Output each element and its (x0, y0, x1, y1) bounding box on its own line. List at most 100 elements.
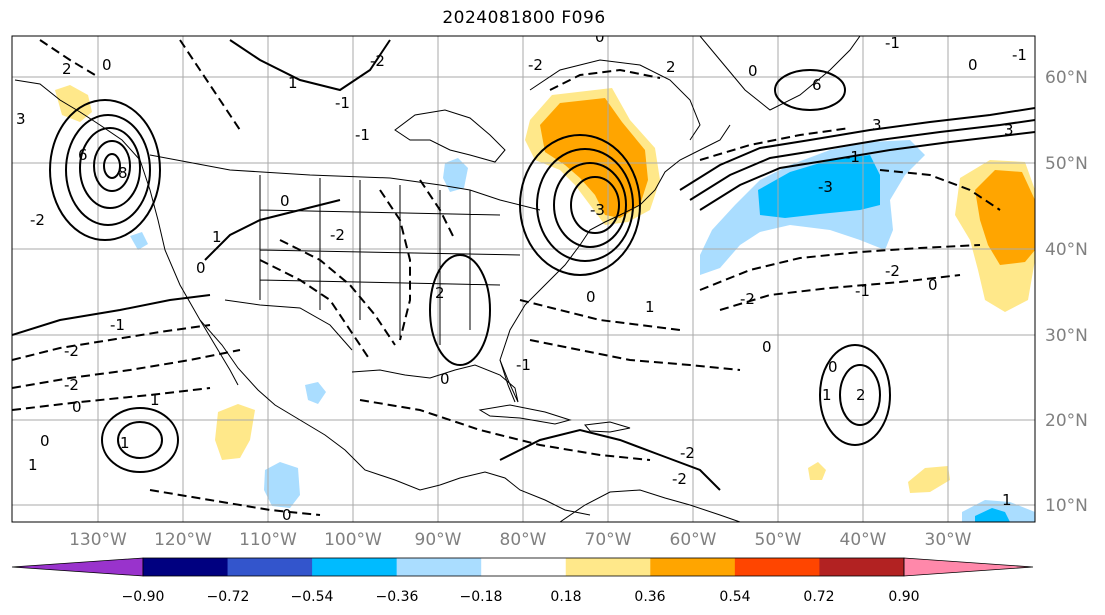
south-contour-1 (499, 428, 721, 491)
coastlines (14, 36, 861, 522)
contour-label: -1 (110, 316, 125, 334)
contour-label: -3 (590, 201, 605, 219)
contour-label: 0 (72, 398, 82, 416)
contour-label: 1 (822, 386, 832, 404)
contour-label: -1 (516, 356, 531, 374)
dash-contour-7 (419, 179, 456, 241)
lon-label: 90°W (415, 530, 462, 550)
colorbar-tick-label: −0.54 (291, 589, 334, 605)
contour-label: 1 (212, 228, 222, 246)
contour-label: 0 (748, 62, 758, 80)
contour-label: -2 (64, 342, 79, 360)
contour-label: 0 (586, 288, 596, 306)
map-frame (11, 35, 1036, 523)
contour-labels: 2 0 1 -2 -1 0 -2 2 0 -1 0 -1 3 6 8 -3 -2… (16, 36, 1027, 522)
shaded-anomalies (55, 85, 1035, 522)
cool-core-mid-atlantic (758, 155, 880, 218)
colorbar-tick-label: 0.18 (550, 589, 581, 605)
contour-label: 0 (196, 259, 206, 277)
dash-contour-10 (699, 244, 981, 291)
contour-label: -2 (30, 211, 45, 229)
dash-contour-9 (529, 339, 741, 371)
cool-anomaly-gulf (305, 382, 326, 404)
contour-label: -3 (818, 178, 833, 196)
lat-label: 10°N (1045, 496, 1088, 516)
jet-contour-3 (699, 131, 1035, 211)
longitude-axis: 130°W 120°W 110°W 100°W 90°W 80°W 70°W 6… (69, 530, 972, 550)
cool-anomaly-great-lakes (443, 158, 468, 192)
contour-label: -1 (1012, 46, 1027, 64)
contour-label: -2 (370, 52, 385, 70)
colorbar-tick-label: 0.36 (634, 589, 665, 605)
cool-core-southeast (975, 508, 1010, 522)
us-mexico-border (224, 299, 353, 351)
high-contour-5 (103, 153, 121, 179)
contour-label: -2 (528, 56, 543, 74)
lon-label: 100°W (324, 530, 382, 550)
lon-label: 70°W (585, 530, 632, 550)
dash-contour-5 (279, 239, 396, 346)
contours-dashed (12, 39, 1001, 516)
contour-label: 2 (666, 58, 676, 76)
low-contour-2 (536, 148, 634, 262)
atlantic-contour-inner (839, 364, 881, 426)
us-canada-border (149, 154, 541, 211)
lon-label: 130°W (69, 530, 127, 550)
warm-anomaly-atlantic-se (908, 466, 950, 493)
high-contour-4 (93, 140, 131, 192)
dash-contour-2 (12, 349, 241, 389)
contour-label: -2 (672, 470, 687, 488)
greenland-south (699, 36, 861, 111)
colorbar-segment (565, 558, 651, 576)
lat-label: 50°N (1045, 154, 1088, 174)
contour-label: -2 (330, 226, 345, 244)
south-contour-2 (12, 294, 211, 336)
baja-california (199, 319, 239, 386)
central-america (439, 471, 591, 516)
contour-label: 3 (16, 110, 26, 128)
contour-label: 0 (762, 338, 772, 356)
texas-contour (429, 254, 491, 366)
contour-label: 1 (28, 456, 38, 474)
florida (499, 359, 516, 403)
contour-label: -2 (64, 376, 79, 394)
high-contour-1 (49, 99, 161, 241)
contour-label: 2 (62, 60, 72, 78)
high-contour-3 (79, 127, 141, 209)
dash-contour-17 (879, 169, 1001, 211)
contour-label: -1 (855, 282, 870, 300)
colorbar-tick-label: −0.90 (122, 589, 165, 605)
jet-contour-1 (679, 107, 1035, 191)
dash-contour-15 (149, 489, 321, 516)
colorbar-tick-label: 0.72 (803, 589, 834, 605)
lon-label: 110°W (239, 530, 297, 550)
map-title: 2024081800 F096 (442, 8, 606, 28)
dash-contour-13 (39, 39, 96, 76)
contour-label: -1 (845, 148, 860, 166)
contours (12, 39, 1035, 491)
colorbar-extend-low (11, 557, 144, 577)
contour-label: 2 (856, 386, 866, 404)
lat-label: 60°N (1045, 68, 1088, 88)
south-america-north (559, 489, 741, 522)
contour-label: 0 (928, 276, 938, 294)
colorbar-segment (143, 558, 229, 576)
colorbar-extend-high (903, 557, 1034, 577)
lon-label: 60°W (670, 530, 717, 550)
contour-label: -1 (355, 126, 370, 144)
dash-contour-14 (179, 39, 241, 131)
atlantic-contour (819, 344, 891, 446)
cool-anomaly-west (130, 232, 148, 250)
colorbar-tick-label: −0.36 (376, 589, 419, 605)
lon-label: 30°W (925, 530, 972, 550)
warm-core-canada (540, 98, 648, 218)
contour-label: 0 (440, 370, 450, 388)
colorbar-tick-label: −0.72 (207, 589, 250, 605)
contour-label: 8 (118, 164, 128, 182)
contour-label: -2 (680, 444, 695, 462)
contour-label: 1 (1002, 491, 1012, 509)
colorbar-segment (396, 558, 482, 576)
colorbar-segment (650, 558, 736, 576)
rockies-contour (229, 39, 391, 92)
